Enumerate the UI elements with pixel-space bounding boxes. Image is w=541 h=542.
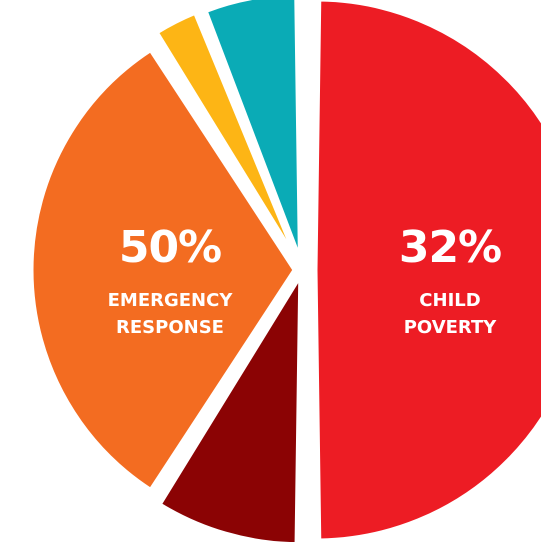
slices-layer [30, 0, 541, 542]
slice-category-label: EMERGENCY [108, 290, 234, 311]
slice-percent-label: 50% [119, 222, 221, 273]
slice-category-label: CHILD [419, 290, 480, 311]
pie-slice-5 [204, 0, 301, 258]
slice-category-label: POVERTY [404, 317, 498, 338]
pie-slice-2 [158, 276, 302, 542]
pie-slice-3 [30, 49, 296, 491]
pie-slice-1 [314, 0, 541, 542]
labels-layer: 50% EMERGENCY RESPONSE 32% CHILD POVERTY [108, 222, 503, 338]
slice-percent-label: 32% [399, 222, 501, 273]
pie-slice-4 [155, 12, 297, 258]
slice-category-label: RESPONSE [116, 317, 224, 338]
